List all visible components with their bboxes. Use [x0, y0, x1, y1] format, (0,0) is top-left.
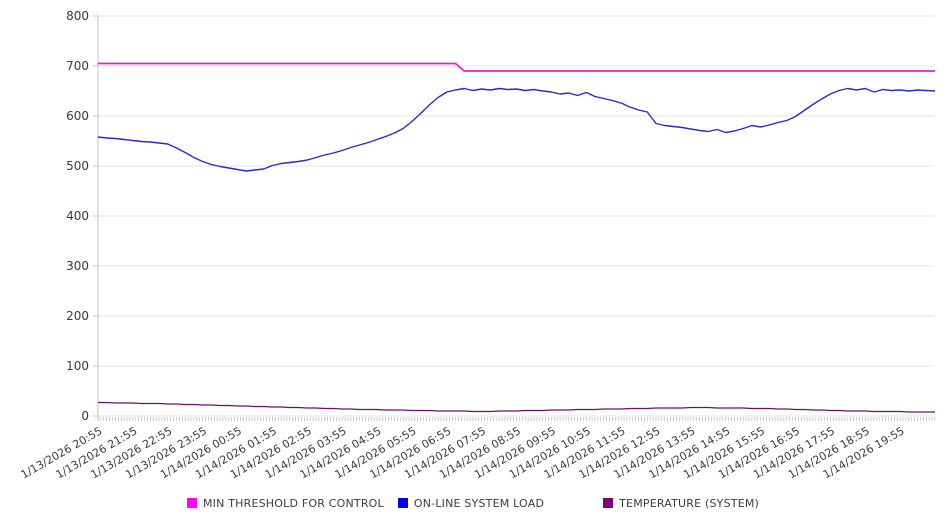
y-tick-label: 200 [66, 309, 89, 323]
y-tick-label: 700 [66, 59, 89, 73]
y-tick-label: 500 [66, 159, 89, 173]
purple-swatch-icon [603, 498, 614, 508]
blue-swatch-icon [397, 498, 408, 508]
y-tick-label: 800 [66, 9, 89, 23]
series-line-0 [98, 62, 935, 72]
legend-item-system-load[interactable]: ON-LINE SYSTEM LOAD [397, 496, 545, 510]
legend-item-temperature[interactable]: TEMPERATURE (SYSTEM) [603, 497, 759, 510]
legend-label: MIN THRESHOLD FOR CONTROL [202, 496, 384, 510]
y-tick-label: 600 [66, 109, 89, 123]
magenta-swatch-icon [186, 498, 197, 508]
series-line-1 [97, 87, 936, 172]
legend-item-min-threshold[interactable]: MIN THRESHOLD FOR CONTROL [186, 496, 384, 510]
y-tick-label: 0 [81, 409, 89, 423]
chart-legend: MIN THRESHOLD FOR CONTROL ON-LINE SYSTEM… [0, 490, 946, 516]
y-tick-label: 300 [66, 259, 89, 273]
legend-label: ON-LINE SYSTEM LOAD [413, 496, 545, 510]
series-line-2 [98, 401, 935, 413]
y-tick-label: 400 [66, 209, 89, 223]
legend-label: TEMPERATURE (SYSTEM) [619, 496, 760, 510]
y-tick-label: 100 [66, 359, 89, 373]
